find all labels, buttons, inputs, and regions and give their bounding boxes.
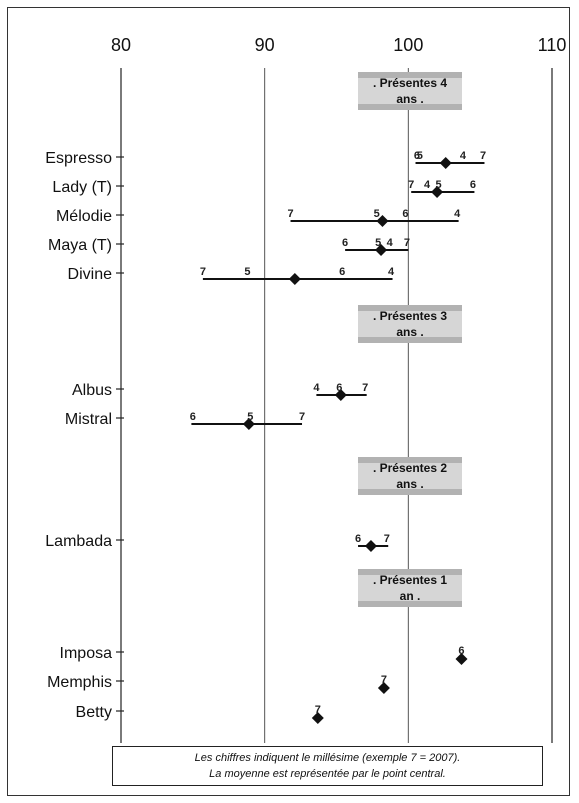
group-label-band-top [358,569,462,575]
group-label-text: . Présentes 2 [373,461,447,475]
vintage-label: 7 [315,704,321,716]
group-label-box: . Présentes 2 ans . [358,457,462,495]
vintage-label: 5 [375,237,381,249]
chart-note: Les chiffres indiquent le millésime (exe… [112,746,543,786]
vintage-label: 7 [362,382,368,394]
vintage-label: 7 [200,266,206,278]
gridlines [264,68,409,743]
mean-marker [376,215,389,227]
group-label-band-bottom [358,489,462,495]
mean-marker [364,540,377,552]
vintage-label: 7 [480,150,486,162]
x-tick-label: 110 [538,35,567,55]
mean-marker [431,186,444,198]
x-tick-label: 80 [111,35,131,55]
vintage-label: 5 [417,150,423,162]
group-label-background [358,457,462,495]
vintage-label: 7 [404,237,410,249]
vintage-label: 6 [414,150,420,162]
group-label-background [358,569,462,607]
ranges [191,157,485,724]
group-label-background [358,305,462,343]
vintage-label: 4 [388,266,395,278]
vintage-label: 7 [408,179,414,191]
vintage-label: 6 [458,645,464,657]
vintage-label: 6 [402,208,408,220]
category-label: Mélodie [56,208,112,225]
vintage-label: 4 [454,208,461,220]
group-label-box: . Présentes 1 an . [358,569,462,607]
vintage-label: 4 [424,179,431,191]
group-label-text: . Présentes 4 [373,76,447,90]
vintage-label: 5 [374,208,380,220]
vintage-label: 4 [387,237,394,249]
vintage-label: 6 [470,179,476,191]
group-label-text: ans . [396,92,423,106]
group-label-text: . Présentes 3 [373,309,447,323]
vintage-label: 4 [313,382,320,394]
category-label: Maya (T) [48,237,112,254]
category-label: Divine [68,266,113,283]
vintage-label: 7 [381,674,387,686]
group-label-box: . Présentes 4 ans . [358,72,462,110]
vintage-label: 4 [460,150,467,162]
mean-marker [311,712,324,724]
vintage-label: 5 [435,179,441,191]
group-label-background [358,72,462,110]
mean-marker [439,157,452,169]
vintage-label: 6 [342,237,348,249]
group-label-band-top [358,457,462,463]
x-tick-label: 90 [255,35,275,55]
category-label: Espresso [45,150,112,167]
x-tick-label: 100 [393,35,423,55]
group-label-band-bottom [358,104,462,110]
category-label: Betty [76,704,112,721]
mean-marker [377,682,390,694]
category-label: Lambada [45,533,112,550]
group-label-text: ans . [396,477,423,491]
note-line-1: Les chiffres indiquent le millésime (exe… [194,752,461,764]
group-label-text: . Présentes 1 [373,573,447,587]
group-label-box: . Présentes 3 ans . [358,305,462,343]
category-label: Mistral [65,411,112,428]
vintage-label: 6 [336,382,342,394]
axes: 80 90 100 110 [111,35,566,743]
vintage-label: 6 [355,533,361,545]
vintage-label: 6 [190,411,196,423]
category-label: Memphis [47,674,112,691]
vintage-label: 6 [339,266,345,278]
note-line-2: La moyenne est représentée par le point … [209,768,446,780]
vintage-label: 7 [287,208,293,220]
vintage-label: 7 [384,533,390,545]
mean-marker [375,244,388,256]
mean-marker [455,653,468,665]
category-label: Lady (T) [52,179,112,196]
category-label: Imposa [60,645,113,662]
vintage-label: 5 [247,411,253,423]
mean-marker [288,273,301,285]
vintage-label: 7 [299,411,305,423]
group-label-band-top [358,72,462,78]
group-label-text: ans . [396,325,423,339]
group-label-band-bottom [358,601,462,607]
group-label-band-top [358,305,462,311]
group-label-band-bottom [358,337,462,343]
mean-marker [334,389,347,401]
category-label: Albus [72,382,112,399]
vintage-label: 5 [244,266,250,278]
mean-marker [242,418,255,430]
group-label-text: an . [400,589,421,603]
